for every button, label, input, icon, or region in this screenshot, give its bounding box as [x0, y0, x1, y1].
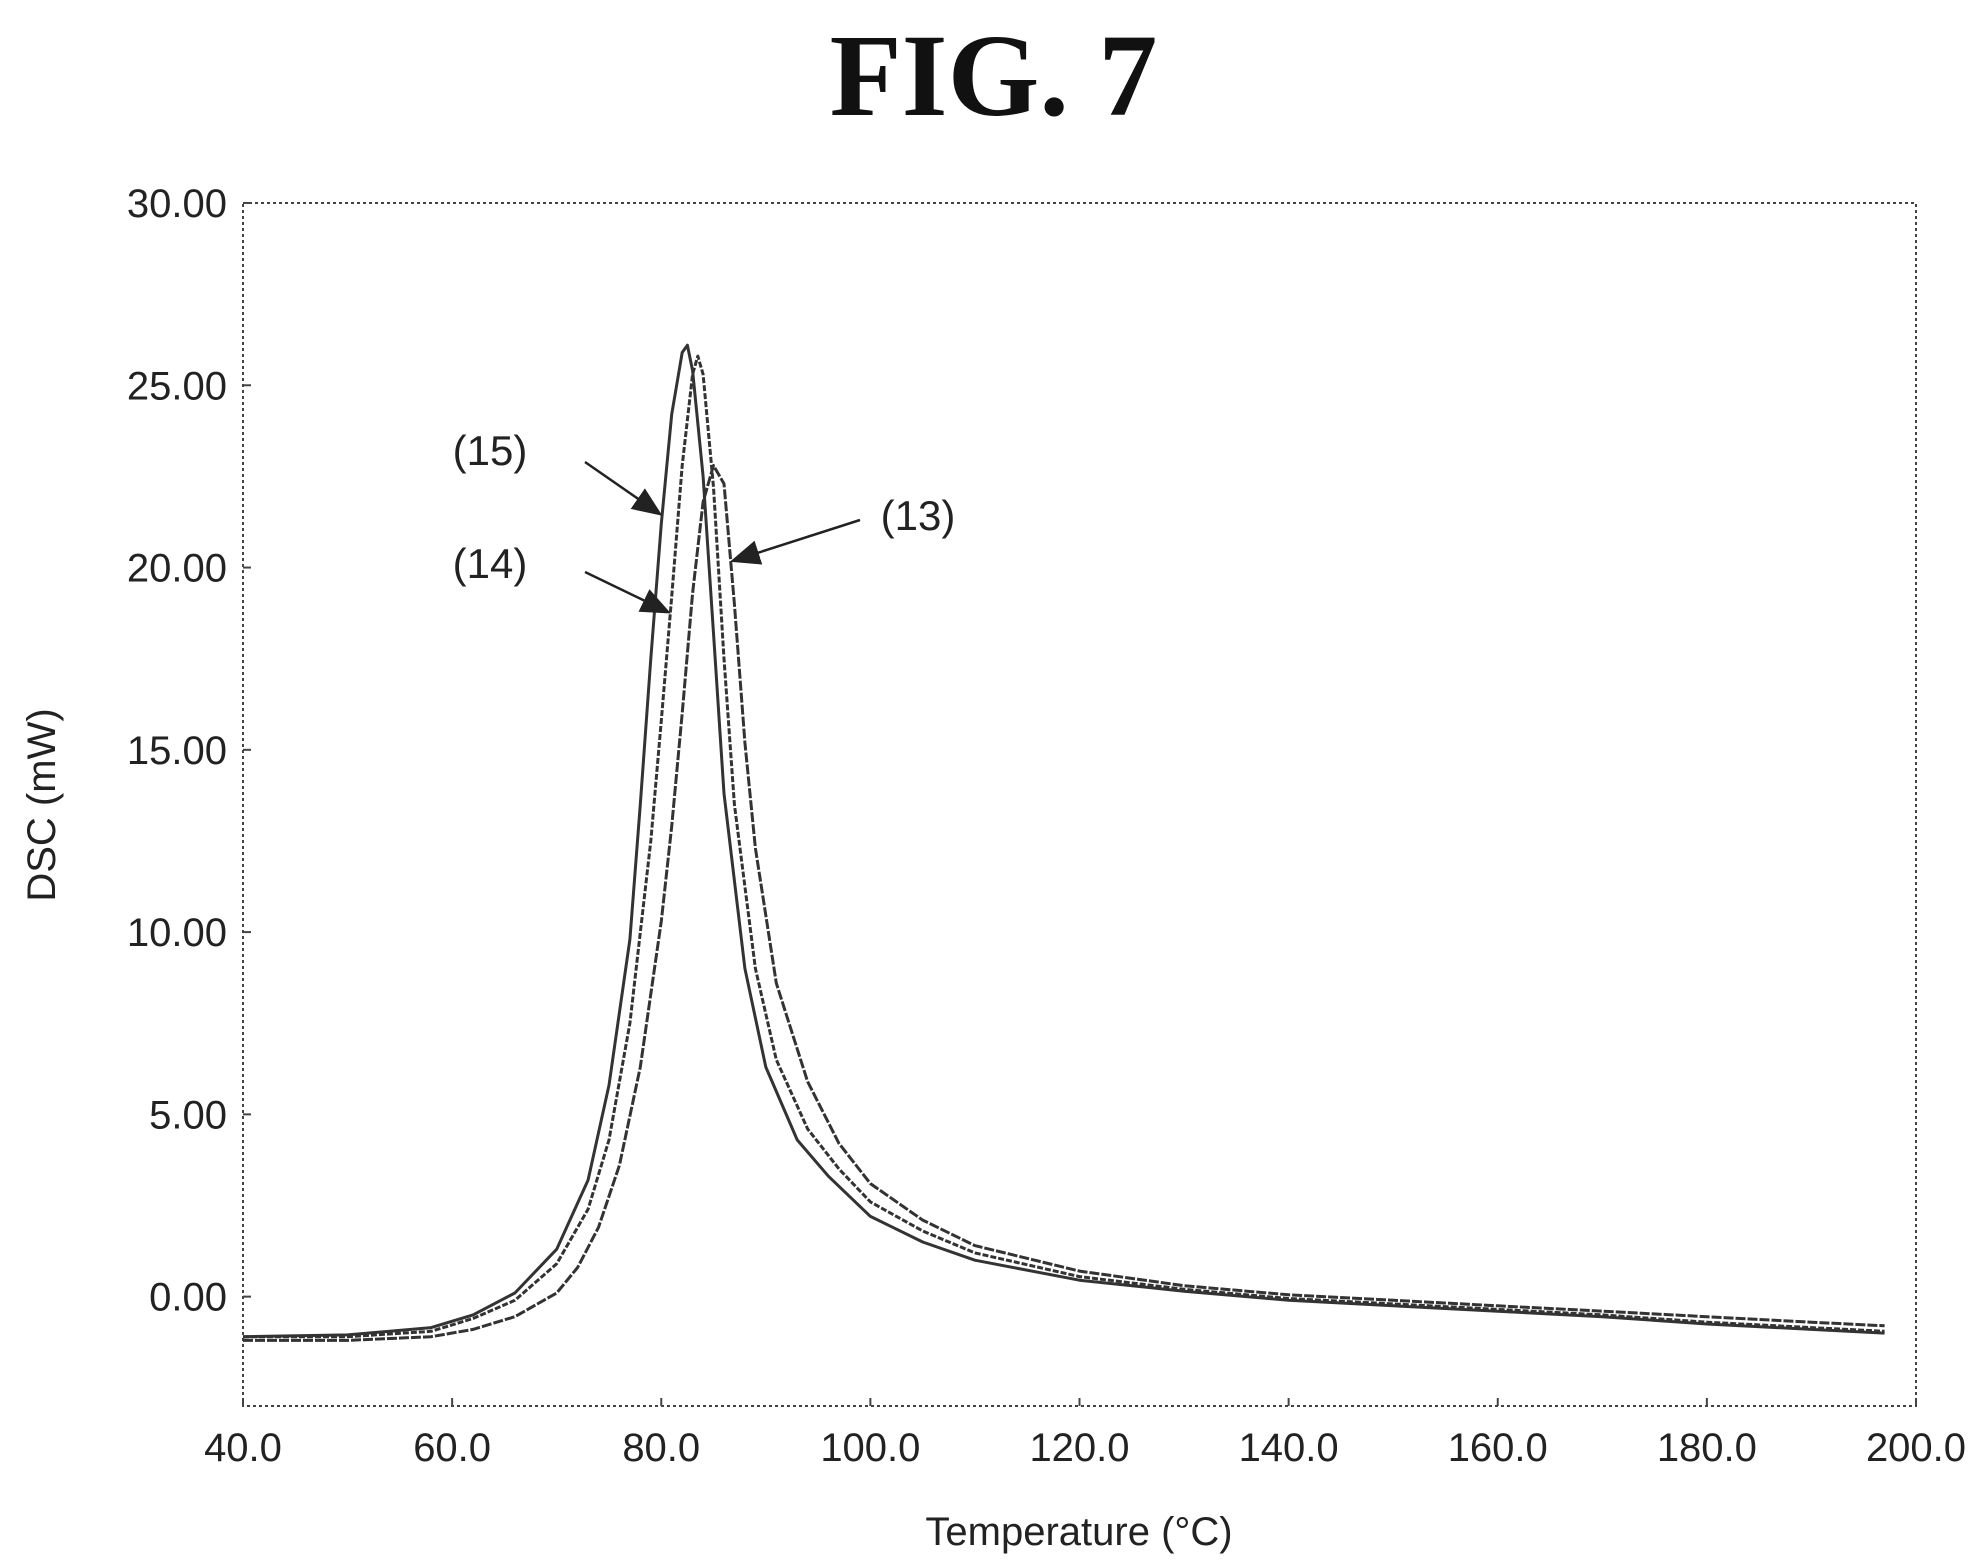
annotation-label: (14) — [453, 540, 528, 587]
y-axis-ticks: 0.00 5.00 10.00 15.00 20.00 25.00 30.00 — [127, 182, 251, 1320]
series-line-2 — [243, 464, 1885, 1342]
y-tick-label: 0.00 — [149, 1276, 227, 1320]
annotation-label: (13) — [881, 492, 956, 539]
annotation-arrow — [584, 460, 663, 516]
x-tick-label: 180.0 — [1657, 1426, 1757, 1470]
y-tick-label: 20.00 — [127, 547, 227, 591]
figure-title: FIG. 7 — [829, 10, 1158, 141]
y-tick-label: 5.00 — [149, 1093, 227, 1137]
x-axis-title: Temperature (°C) — [925, 1510, 1232, 1554]
series-line-0 — [242, 343, 1885, 1339]
y-tick-label: 10.00 — [127, 911, 227, 955]
x-tick-label: 40.0 — [204, 1426, 282, 1470]
x-tick-label: 120.0 — [1029, 1426, 1129, 1470]
series-line-1 — [243, 354, 1885, 1339]
x-axis-ticks: 40.0 60.0 80.0 100.0 120.0 140.0 160.0 180.0 200… — [204, 1398, 1966, 1470]
x-tick-label: 160.0 — [1448, 1426, 1548, 1470]
y-tick-label: 15.00 — [127, 729, 227, 773]
x-tick-label: 60.0 — [413, 1426, 491, 1470]
annotation-label: (15) — [453, 427, 528, 474]
annotation-arrow — [729, 518, 861, 565]
x-tick-label: 100.0 — [820, 1426, 920, 1470]
y-tick-label: 25.00 — [127, 364, 227, 408]
annotations-layer: (15) (14) (13) — [453, 427, 956, 614]
annotation-arrow — [584, 570, 671, 614]
x-tick-label: 80.0 — [622, 1426, 700, 1470]
y-tick-label: 30.00 — [127, 182, 227, 226]
plot-frame — [242, 202, 1917, 1407]
x-tick-label: 140.0 — [1239, 1426, 1339, 1470]
series-layer — [242, 343, 1885, 1342]
y-axis-title: DSC (mW) — [20, 708, 64, 901]
x-tick-label: 200.0 — [1866, 1426, 1966, 1470]
